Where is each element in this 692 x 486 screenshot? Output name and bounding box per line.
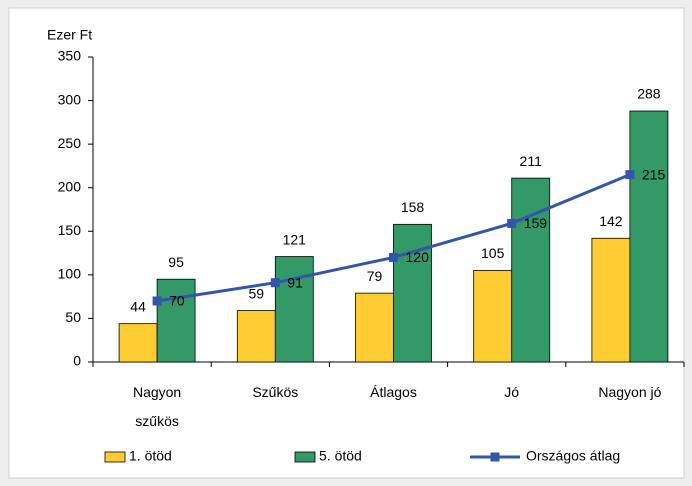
data-label: 44 <box>130 298 146 314</box>
data-label: 105 <box>481 245 505 261</box>
y-tick-label: 300 <box>58 91 82 107</box>
line-marker <box>152 296 162 306</box>
bar <box>274 256 314 363</box>
y-tick-label: 200 <box>58 178 82 194</box>
y-tick-label: 50 <box>65 309 81 325</box>
line-marker <box>625 170 635 180</box>
x-tick-label: Szűkös <box>252 384 299 400</box>
data-label: 215 <box>642 166 666 182</box>
x-tick-label: Átlagos <box>370 384 417 400</box>
bar <box>236 310 276 363</box>
data-label: 95 <box>168 254 184 270</box>
bar <box>355 292 394 363</box>
bar <box>118 323 158 363</box>
legend-label: 1. ötöd <box>129 448 172 464</box>
y-tick-label: 350 <box>58 48 82 64</box>
data-label: 159 <box>524 215 548 231</box>
bar <box>511 177 551 363</box>
legend-marker <box>490 452 500 462</box>
data-label: 91 <box>287 274 303 290</box>
data-label: 142 <box>599 213 623 229</box>
y-tick-label: 250 <box>58 135 82 151</box>
data-label: 121 <box>283 231 307 247</box>
y-tick-label: 150 <box>58 222 82 238</box>
bar <box>473 270 513 363</box>
data-label: 120 <box>406 249 430 265</box>
y-axis-label: Ezer Ft <box>47 27 92 43</box>
line-marker <box>270 278 280 288</box>
legend-swatch <box>294 451 316 463</box>
plot-background <box>8 7 685 479</box>
data-label: 158 <box>401 199 425 215</box>
data-label: 59 <box>249 285 265 301</box>
data-label: 79 <box>367 268 383 284</box>
line-marker <box>389 252 398 262</box>
y-tick-label: 100 <box>58 266 82 282</box>
x-tick-label: Nagyon jó <box>598 384 662 400</box>
x-tick-label: Nagyon szűkös <box>132 384 182 429</box>
legend-label: 5. ötöd <box>319 448 362 464</box>
bar <box>591 237 631 363</box>
data-label: 70 <box>169 293 185 309</box>
bar <box>156 278 196 363</box>
data-label: 288 <box>637 86 661 102</box>
legend-label: Országos átlag <box>526 448 620 464</box>
bar <box>629 110 669 363</box>
legend-swatch <box>104 451 126 463</box>
y-tick-label: 0 <box>73 353 81 369</box>
bar <box>393 223 432 363</box>
data-label: 211 <box>520 153 543 169</box>
line-marker <box>507 218 517 228</box>
x-tick-label: Jó <box>504 384 520 400</box>
